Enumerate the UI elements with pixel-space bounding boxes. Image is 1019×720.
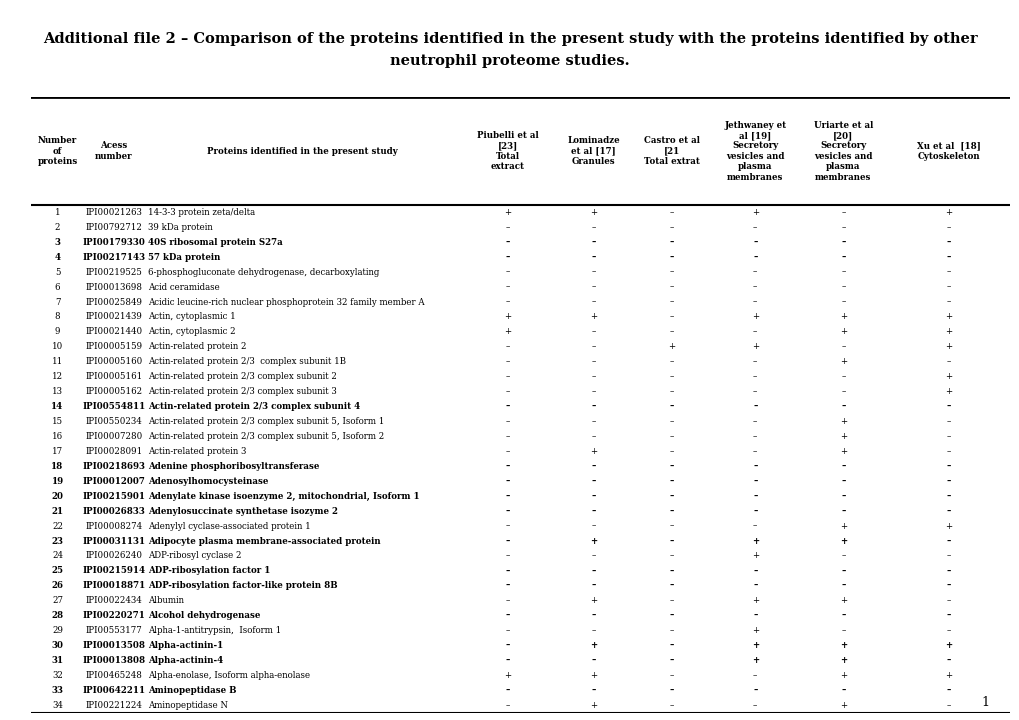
Text: –: –: [669, 208, 674, 217]
Text: –: –: [946, 611, 950, 620]
Text: Adenylosuccinate synthetase isozyme 2: Adenylosuccinate synthetase isozyme 2: [148, 507, 337, 516]
Text: +: +: [504, 328, 511, 336]
Text: –: –: [841, 282, 845, 292]
Text: 4: 4: [54, 253, 60, 261]
Text: –: –: [669, 656, 674, 665]
Text: +: +: [751, 536, 758, 546]
Text: –: –: [505, 641, 510, 650]
Text: –: –: [946, 581, 950, 590]
Text: –: –: [752, 238, 757, 247]
Text: –: –: [752, 282, 757, 292]
Text: +: +: [590, 671, 596, 680]
Text: –: –: [946, 253, 950, 261]
Text: –: –: [841, 552, 845, 560]
Text: 21: 21: [51, 507, 63, 516]
Text: Alpha-enolase, Isoform alpha-enolase: Alpha-enolase, Isoform alpha-enolase: [148, 671, 310, 680]
Text: –: –: [752, 357, 757, 366]
Text: –: –: [841, 342, 845, 351]
Text: –: –: [752, 253, 757, 261]
Text: –: –: [841, 611, 845, 620]
Text: –: –: [669, 686, 674, 695]
Text: –: –: [946, 462, 950, 471]
Text: –: –: [841, 477, 845, 486]
Text: –: –: [669, 432, 674, 441]
Text: 16: 16: [52, 432, 63, 441]
Text: 29: 29: [52, 626, 63, 635]
Text: 2: 2: [55, 222, 60, 232]
Text: Alpha-actinin-4: Alpha-actinin-4: [148, 656, 223, 665]
Text: +: +: [751, 596, 758, 606]
Text: –: –: [841, 222, 845, 232]
Text: 13: 13: [52, 387, 63, 396]
Text: Actin-related protein 2/3 complex subunit 5, Isoform 2: Actin-related protein 2/3 complex subuni…: [148, 432, 384, 441]
Text: –: –: [591, 507, 595, 516]
Text: –: –: [669, 238, 674, 247]
Text: –: –: [946, 507, 950, 516]
Text: 12: 12: [52, 372, 63, 381]
Text: –: –: [752, 417, 757, 426]
Text: +: +: [590, 447, 596, 456]
Text: –: –: [505, 567, 510, 575]
Text: neutrophil proteome studies.: neutrophil proteome studies.: [390, 54, 629, 68]
Text: Albumin: Albumin: [148, 596, 183, 606]
Text: IPI00028091: IPI00028091: [86, 447, 143, 456]
Text: –: –: [669, 372, 674, 381]
Text: +: +: [839, 447, 846, 456]
Text: +: +: [945, 328, 951, 336]
Text: IPI00465248: IPI00465248: [86, 671, 142, 680]
Text: –: –: [505, 357, 510, 366]
Text: –: –: [505, 626, 510, 635]
Text: –: –: [505, 447, 510, 456]
Text: –: –: [591, 567, 595, 575]
Text: –: –: [946, 222, 950, 232]
Text: –: –: [591, 222, 595, 232]
Text: –: –: [591, 372, 595, 381]
Text: +: +: [839, 656, 846, 665]
Text: –: –: [669, 357, 674, 366]
Text: Acid ceramidase: Acid ceramidase: [148, 282, 220, 292]
Text: +: +: [945, 641, 951, 650]
Text: IPI00553177: IPI00553177: [86, 626, 142, 635]
Text: –: –: [669, 402, 674, 411]
Text: IPI00026240: IPI00026240: [86, 552, 143, 560]
Text: +: +: [590, 208, 596, 217]
Text: –: –: [505, 268, 510, 276]
Text: 6-phosphogluconate dehydrogenase, decarboxylating: 6-phosphogluconate dehydrogenase, decarb…: [148, 268, 379, 276]
Text: –: –: [591, 581, 595, 590]
Text: +: +: [751, 552, 758, 560]
Text: –: –: [752, 701, 757, 710]
Text: Lominadze
et al [17]
Granules: Lominadze et al [17] Granules: [567, 136, 620, 166]
Text: –: –: [752, 328, 757, 336]
Text: –: –: [669, 268, 674, 276]
Text: Alpha-actinin-1: Alpha-actinin-1: [148, 641, 223, 650]
Text: –: –: [946, 432, 950, 441]
Text: Adenine phosphoribosyltransferase: Adenine phosphoribosyltransferase: [148, 462, 319, 471]
Text: IPI00005159: IPI00005159: [86, 342, 143, 351]
Text: IPI00221224: IPI00221224: [86, 701, 142, 710]
Text: –: –: [752, 372, 757, 381]
Text: +: +: [590, 701, 596, 710]
Text: Number
of
proteins: Number of proteins: [38, 136, 77, 166]
Text: +: +: [839, 536, 846, 546]
Text: 17: 17: [52, 447, 63, 456]
Text: –: –: [505, 521, 510, 531]
Text: –: –: [669, 507, 674, 516]
Text: +: +: [751, 626, 758, 635]
Text: IPI00007280: IPI00007280: [86, 432, 143, 441]
Text: +: +: [839, 432, 846, 441]
Text: IPI00179330: IPI00179330: [83, 238, 145, 247]
Text: –: –: [505, 222, 510, 232]
Text: Actin-related protein 2: Actin-related protein 2: [148, 342, 247, 351]
Text: –: –: [591, 686, 595, 695]
Text: IPI00217143: IPI00217143: [83, 253, 146, 261]
Text: –: –: [669, 297, 674, 307]
Text: 32: 32: [52, 671, 63, 680]
Text: IPI00008274: IPI00008274: [86, 521, 143, 531]
Text: Actin-related protein 2/3  complex subunit 1B: Actin-related protein 2/3 complex subuni…: [148, 357, 345, 366]
Text: –: –: [841, 462, 845, 471]
Text: –: –: [841, 238, 845, 247]
Text: 14: 14: [51, 402, 63, 411]
Text: –: –: [841, 492, 845, 500]
Text: –: –: [505, 417, 510, 426]
Text: Actin-related protein 3: Actin-related protein 3: [148, 447, 247, 456]
